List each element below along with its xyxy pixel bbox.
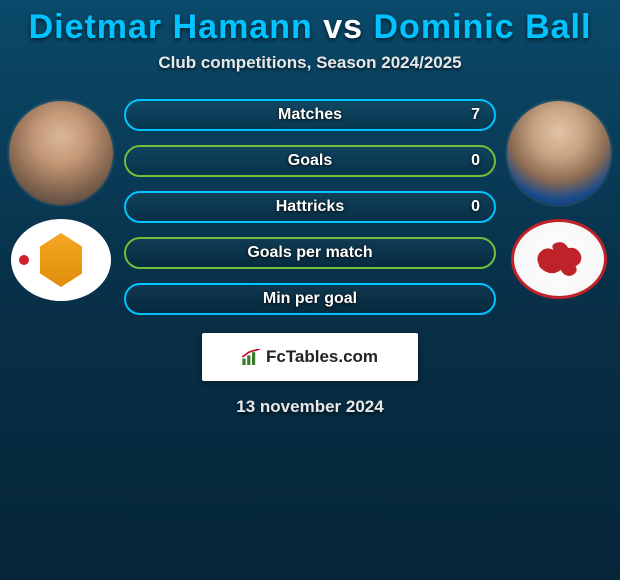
main-row: Matches 7 Goals 0 Hattricks 0 Goals per match M… <box>0 97 620 315</box>
dragon-icon <box>531 237 587 281</box>
stat-value-right: 7 <box>471 106 480 124</box>
comparison-card: Dietmar Hamann vs Dominic Ball Club comp… <box>0 0 620 417</box>
title-player2: Dominic Ball <box>374 8 592 46</box>
subtitle: Club competitions, Season 2024/2025 <box>0 53 620 73</box>
player2-avatar <box>507 101 611 205</box>
stat-bar-matches: Matches 7 <box>124 99 496 131</box>
stat-value-right: 0 <box>471 152 480 170</box>
brand-text: FcTables.com <box>266 347 378 367</box>
right-column <box>504 97 614 299</box>
title-player1: Dietmar Hamann <box>29 8 313 46</box>
date-text: 13 november 2024 <box>0 397 620 417</box>
page-title: Dietmar Hamann vs Dominic Ball <box>0 8 620 47</box>
stat-bar-goals-per-match: Goals per match <box>124 237 496 269</box>
title-vs: vs <box>323 8 363 46</box>
stat-label: Goals <box>288 152 332 170</box>
stat-bar-hattricks: Hattricks 0 <box>124 191 496 223</box>
bar-chart-icon <box>242 349 262 365</box>
stat-label: Min per goal <box>263 290 357 308</box>
leyton-orient-logo <box>511 219 607 299</box>
stat-bar-min-per-goal: Min per goal <box>124 283 496 315</box>
mk-dons-logo <box>11 219 111 301</box>
stat-bars: Matches 7 Goals 0 Hattricks 0 Goals per match M… <box>124 97 496 315</box>
stat-bar-goals: Goals 0 <box>124 145 496 177</box>
left-column <box>6 97 116 301</box>
stat-label: Hattricks <box>276 198 344 216</box>
stat-label: Goals per match <box>247 244 372 262</box>
stat-value-right: 0 <box>471 198 480 216</box>
stat-label: Matches <box>278 106 342 124</box>
player1-avatar <box>9 101 113 205</box>
brand-badge: FcTables.com <box>202 333 418 381</box>
